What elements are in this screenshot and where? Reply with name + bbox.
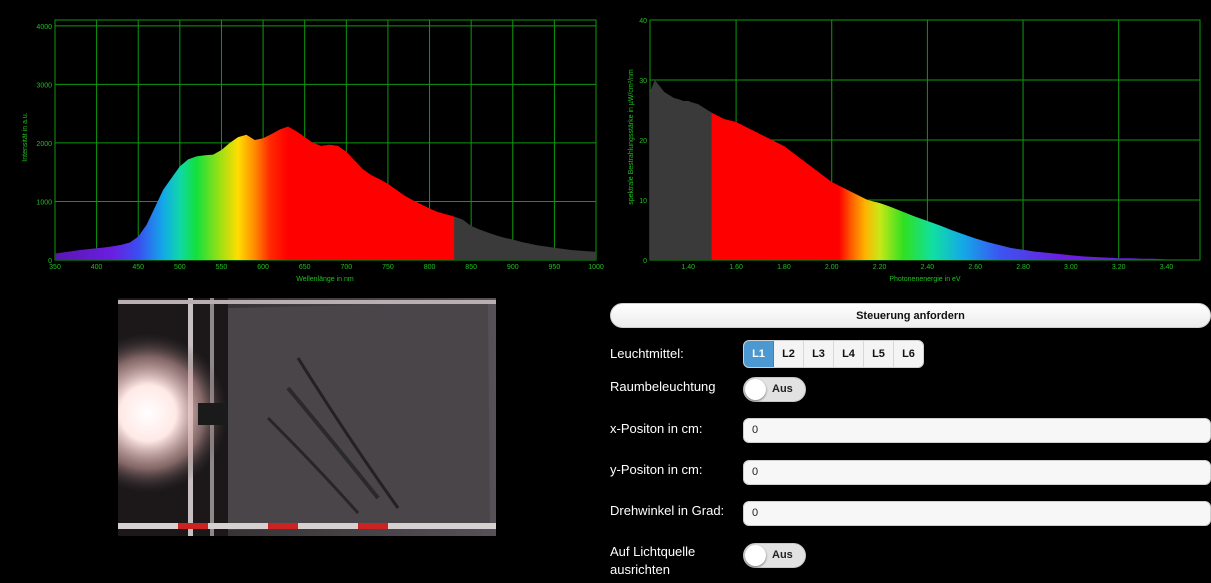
x-tick-label: 850: [465, 264, 477, 271]
rotation-label: Drehwinkel in Grad:: [610, 503, 725, 518]
align-label-line2: ausrichten: [610, 562, 670, 577]
leuchtmittel-label: Leuchtmittel:: [610, 346, 684, 361]
x-tick-label: 2.00: [825, 264, 839, 271]
align-label-line1: Auf Lichtquelle: [610, 544, 696, 559]
y-tick-label: 20: [639, 138, 647, 145]
x-position-label: x-Positon in cm:: [610, 421, 703, 436]
y-tick-label: 4000: [36, 24, 52, 31]
lamp-option-l2[interactable]: L2: [774, 341, 804, 367]
lamp-option-l1[interactable]: L1: [744, 341, 774, 367]
x-tick-label: 1000: [588, 264, 604, 271]
x-tick-label: 900: [507, 264, 519, 271]
lamp-option-l5[interactable]: L5: [864, 341, 894, 367]
x-tick-label: 3.20: [1112, 264, 1126, 271]
lamp-option-l3[interactable]: L3: [804, 341, 834, 367]
y-tick-label: 3000: [36, 82, 52, 89]
x-tick-label: 750: [382, 264, 394, 271]
raumbeleuchtung-label: Raumbeleuchtung: [610, 379, 716, 394]
toggle-state-label: Aus: [772, 549, 793, 561]
x-tick-label: 2.60: [968, 264, 982, 271]
x-tick-label: 700: [340, 264, 352, 271]
y-axis-label: spektrale Bestrahlungsstärke in µW/cm²/n…: [628, 69, 635, 205]
y-tick-label: 2000: [36, 141, 52, 148]
x-tick-label: 2.40: [921, 264, 935, 271]
lamp-option-l4[interactable]: L4: [834, 341, 864, 367]
y-tick-label: 30: [639, 78, 647, 85]
align-light-toggle[interactable]: Aus: [743, 543, 806, 568]
y-tick-label: 1000: [36, 199, 52, 206]
wavelength-spectrum-area: [55, 126, 596, 260]
y-tick-label: 40: [639, 18, 647, 25]
y-tick-label: 10: [639, 198, 647, 205]
x-position-input[interactable]: 0: [743, 418, 1211, 443]
rotation-input[interactable]: 0: [743, 501, 1211, 526]
x-tick-label: 3.40: [1160, 264, 1174, 271]
photon-energy-chart: 1.40 1.60 1.80 2.00 2.20 2.40 2.60 2.80 3.00 3.20…: [607, 0, 1211, 290]
x-tick-label: 1.80: [777, 264, 791, 271]
wavelength-spectrum-chart: 350 400 450 500 550 600 650 700 750 800 850 900 950 1…: [0, 0, 605, 290]
x-axis-label: Wellenlänge in nm: [296, 276, 354, 283]
y-position-input[interactable]: 0: [743, 460, 1211, 485]
y-axis-label: Intensität in a.u.: [22, 112, 29, 161]
toggle-knob: [745, 379, 766, 400]
toggle-state-label: Aus: [772, 383, 793, 395]
lamp-option-l6[interactable]: L6: [902, 348, 915, 360]
toggle-knob: [745, 545, 766, 566]
camera-view: [118, 298, 496, 536]
x-tick-label: 550: [216, 264, 228, 271]
x-tick-label: 1.60: [729, 264, 743, 271]
x-tick-label: 600: [257, 264, 269, 271]
align-to-light-label: Auf Lichtquelle ausrichten: [610, 543, 695, 579]
y-tick-label: 0: [48, 258, 52, 265]
x-tick-label: 950: [549, 264, 561, 271]
x-tick-label: 500: [174, 264, 186, 271]
x-tick-label: 800: [424, 264, 436, 271]
x-tick-label: 1.40: [681, 264, 695, 271]
x-tick-label: 2.80: [1016, 264, 1030, 271]
x-tick-label: 3.00: [1064, 264, 1078, 271]
x-tick-label: 2.20: [873, 264, 887, 271]
y-position-label: y-Positon in cm:: [610, 462, 703, 477]
x-tick-label: 650: [299, 264, 311, 271]
x-tick-label: 450: [132, 264, 144, 271]
request-control-button[interactable]: Steuerung anfordern: [610, 303, 1211, 328]
x-tick-label: 400: [91, 264, 103, 271]
x-tick-label: 350: [49, 264, 61, 271]
photon-energy-area: [650, 80, 1200, 260]
room-light-toggle[interactable]: Aus: [743, 377, 806, 402]
lamp-selector: L1 L2 L3 L4 L5 L6: [743, 340, 924, 368]
x-axis-label: Photonenenergie in eV: [889, 276, 961, 283]
control-panel: Steuerung anfordern Leuchtmittel: L1 L2 …: [610, 303, 1211, 583]
y-tick-label: 0: [643, 258, 647, 265]
